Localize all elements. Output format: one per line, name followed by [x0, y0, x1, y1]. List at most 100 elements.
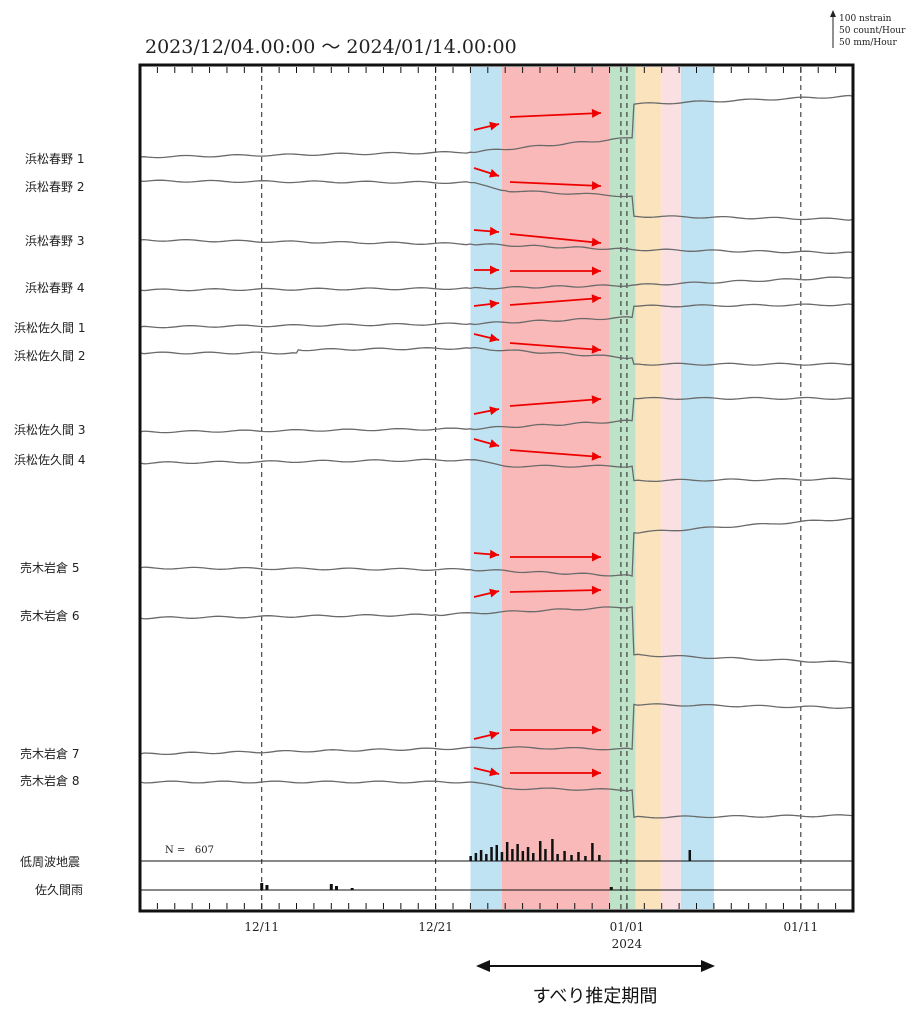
- rain-bar-3: [335, 886, 339, 890]
- shaded-period-2: [609, 67, 636, 909]
- slip-arrow-0-1: [509, 112, 602, 118]
- series-label-9: 売木岩倉 6: [20, 608, 79, 623]
- rain-bar-4: [350, 888, 354, 890]
- slip-arrow-4-1: [509, 297, 602, 306]
- rain-label: 佐久間雨: [35, 883, 83, 897]
- shaded-periods: [470, 67, 714, 909]
- slip-arrow-head-1-0: [489, 168, 499, 178]
- series-label-10: 売木岩倉 7: [20, 746, 79, 761]
- lfe-bar-14: [544, 849, 547, 861]
- series-label-4: 浜松佐久間 1: [14, 321, 85, 335]
- series-lines: [139, 94, 854, 819]
- series-line-3: [139, 276, 854, 292]
- lfe-bar-23: [688, 850, 692, 861]
- slip-arrow-head-6-1: [591, 395, 601, 405]
- slip-arrow-head-10-1: [592, 725, 601, 735]
- lfe-bar-16: [556, 854, 559, 861]
- lfe-bar-0: [469, 856, 472, 861]
- slip-arrow-head-4-0: [489, 299, 499, 309]
- slip-arrow-head-1-1: [591, 181, 601, 191]
- lfe-bar-1: [474, 853, 478, 861]
- series-line-1: [139, 179, 854, 221]
- lfe-bar-20: [584, 856, 587, 861]
- series-labels: 浜松春野 1 浜松春野 2 浜松春野 3 浜松春野 4 浜松佐久間 1 浜松佐久間 2 浜松…: [14, 152, 85, 788]
- lfe-label: 低周波地震: [20, 855, 80, 869]
- slip-direction-arrows: [473, 108, 602, 778]
- series-label-8: 売木岩倉 5: [20, 560, 79, 575]
- histograms: [140, 839, 853, 891]
- slip-arrow-9-1: [509, 589, 602, 593]
- series-label-5: 浜松佐久間 2: [14, 349, 85, 363]
- slip-arrow-head-5-1: [591, 344, 601, 354]
- slip-arrow-head-0-1: [591, 108, 601, 118]
- series-label-2: 浜松春野 3: [25, 234, 84, 248]
- scale-arrow-icon: [830, 10, 836, 17]
- lfe-bar-7: [505, 842, 509, 861]
- slip-arrow-head-8-1: [592, 552, 601, 562]
- slip-arrow-5-1: [509, 342, 602, 351]
- lfe-bar-3: [485, 854, 488, 861]
- series-line-5: [139, 346, 854, 366]
- slip-arrow-head-7-1: [591, 451, 601, 461]
- slip-arrow-head-3-0: [490, 265, 499, 275]
- shaded-period-5: [680, 67, 714, 909]
- series-label-3: 浜松春野 4: [25, 281, 84, 295]
- slip-arrow-head-11-1: [592, 768, 601, 778]
- lfe-bar-22: [598, 855, 601, 861]
- slip-arrow-head-2-0: [489, 226, 499, 236]
- tick-sublabel-2: 2024: [612, 937, 643, 951]
- lfe-bar-5: [495, 845, 498, 861]
- slip-arrow-head-4-1: [591, 294, 601, 304]
- scale-rain: 50 mm/Hour: [839, 38, 897, 48]
- series-label-11: 売木岩倉 8: [20, 773, 79, 788]
- lfe-bar-17: [563, 851, 566, 861]
- series-line-2: [139, 238, 854, 254]
- series-line-8: [139, 517, 854, 577]
- slip-arrow-head-8-0: [489, 549, 499, 559]
- lfe-bar-12: [532, 853, 535, 861]
- plot-frame: [138, 63, 855, 913]
- slip-arrow-1-1: [509, 181, 602, 187]
- series-label-7: 浜松佐久間 4: [14, 453, 85, 467]
- period-left-arrow-icon: [476, 960, 490, 972]
- lfe-bar-9: [516, 844, 519, 861]
- period-indicator: すべり推定期間: [476, 960, 715, 1007]
- rain-bar-1: [265, 885, 269, 890]
- series-line-10: [139, 703, 853, 756]
- chart-title: 2023/12/04.00:00 ～ 2024/01/14.00:00: [145, 36, 517, 58]
- series-line-11: [139, 780, 854, 819]
- tick-label-3: 01/11: [784, 920, 819, 934]
- slip-arrow-head-0-0: [489, 121, 499, 131]
- lfe-bar-13: [538, 841, 542, 861]
- slip-arrow-head-11-0: [489, 767, 499, 777]
- series-line-7: [139, 458, 854, 483]
- period-right-arrow-icon: [701, 960, 715, 972]
- lfe-count: N = 607: [165, 845, 214, 856]
- slip-arrow-head-10-0: [489, 730, 499, 740]
- slip-arrow-head-6-0: [489, 406, 499, 416]
- rain-bar-2: [329, 884, 333, 890]
- lfe-bar-15: [551, 839, 554, 861]
- lfe-bar-10: [521, 851, 525, 861]
- scale-strain: 100 nstrain: [839, 14, 892, 24]
- period-label: すべり推定期間: [533, 986, 658, 1007]
- scale-count: 50 count/Hour: [839, 26, 906, 36]
- shaded-period-3: [635, 67, 662, 909]
- tick-label-1: 12/21: [418, 920, 453, 934]
- scale-legend: 100 nstrain 50 count/Hour 50 mm/Hour: [830, 10, 906, 48]
- slip-arrow-2-1: [509, 233, 602, 244]
- tick-label-2: 01/01: [610, 920, 645, 934]
- lfe-bar-11: [526, 847, 530, 861]
- shaded-period-4: [661, 67, 681, 909]
- series-line-0: [139, 94, 854, 159]
- lfe-bar-6: [500, 852, 504, 861]
- lfe-bar-18: [570, 855, 573, 861]
- slip-arrow-head-5-0: [489, 333, 499, 343]
- series-line-9: [139, 605, 854, 664]
- x-axis-ticks: 12/11 12/21 01/01 2024 01/11: [139, 67, 854, 951]
- series-label-6: 浜松佐久間 3: [14, 423, 85, 437]
- slip-arrow-6-1: [509, 398, 602, 407]
- series-label-0: 浜松春野 1: [25, 152, 84, 166]
- slip-arrow-head-9-1: [591, 585, 601, 595]
- rain-bar-5: [609, 887, 613, 890]
